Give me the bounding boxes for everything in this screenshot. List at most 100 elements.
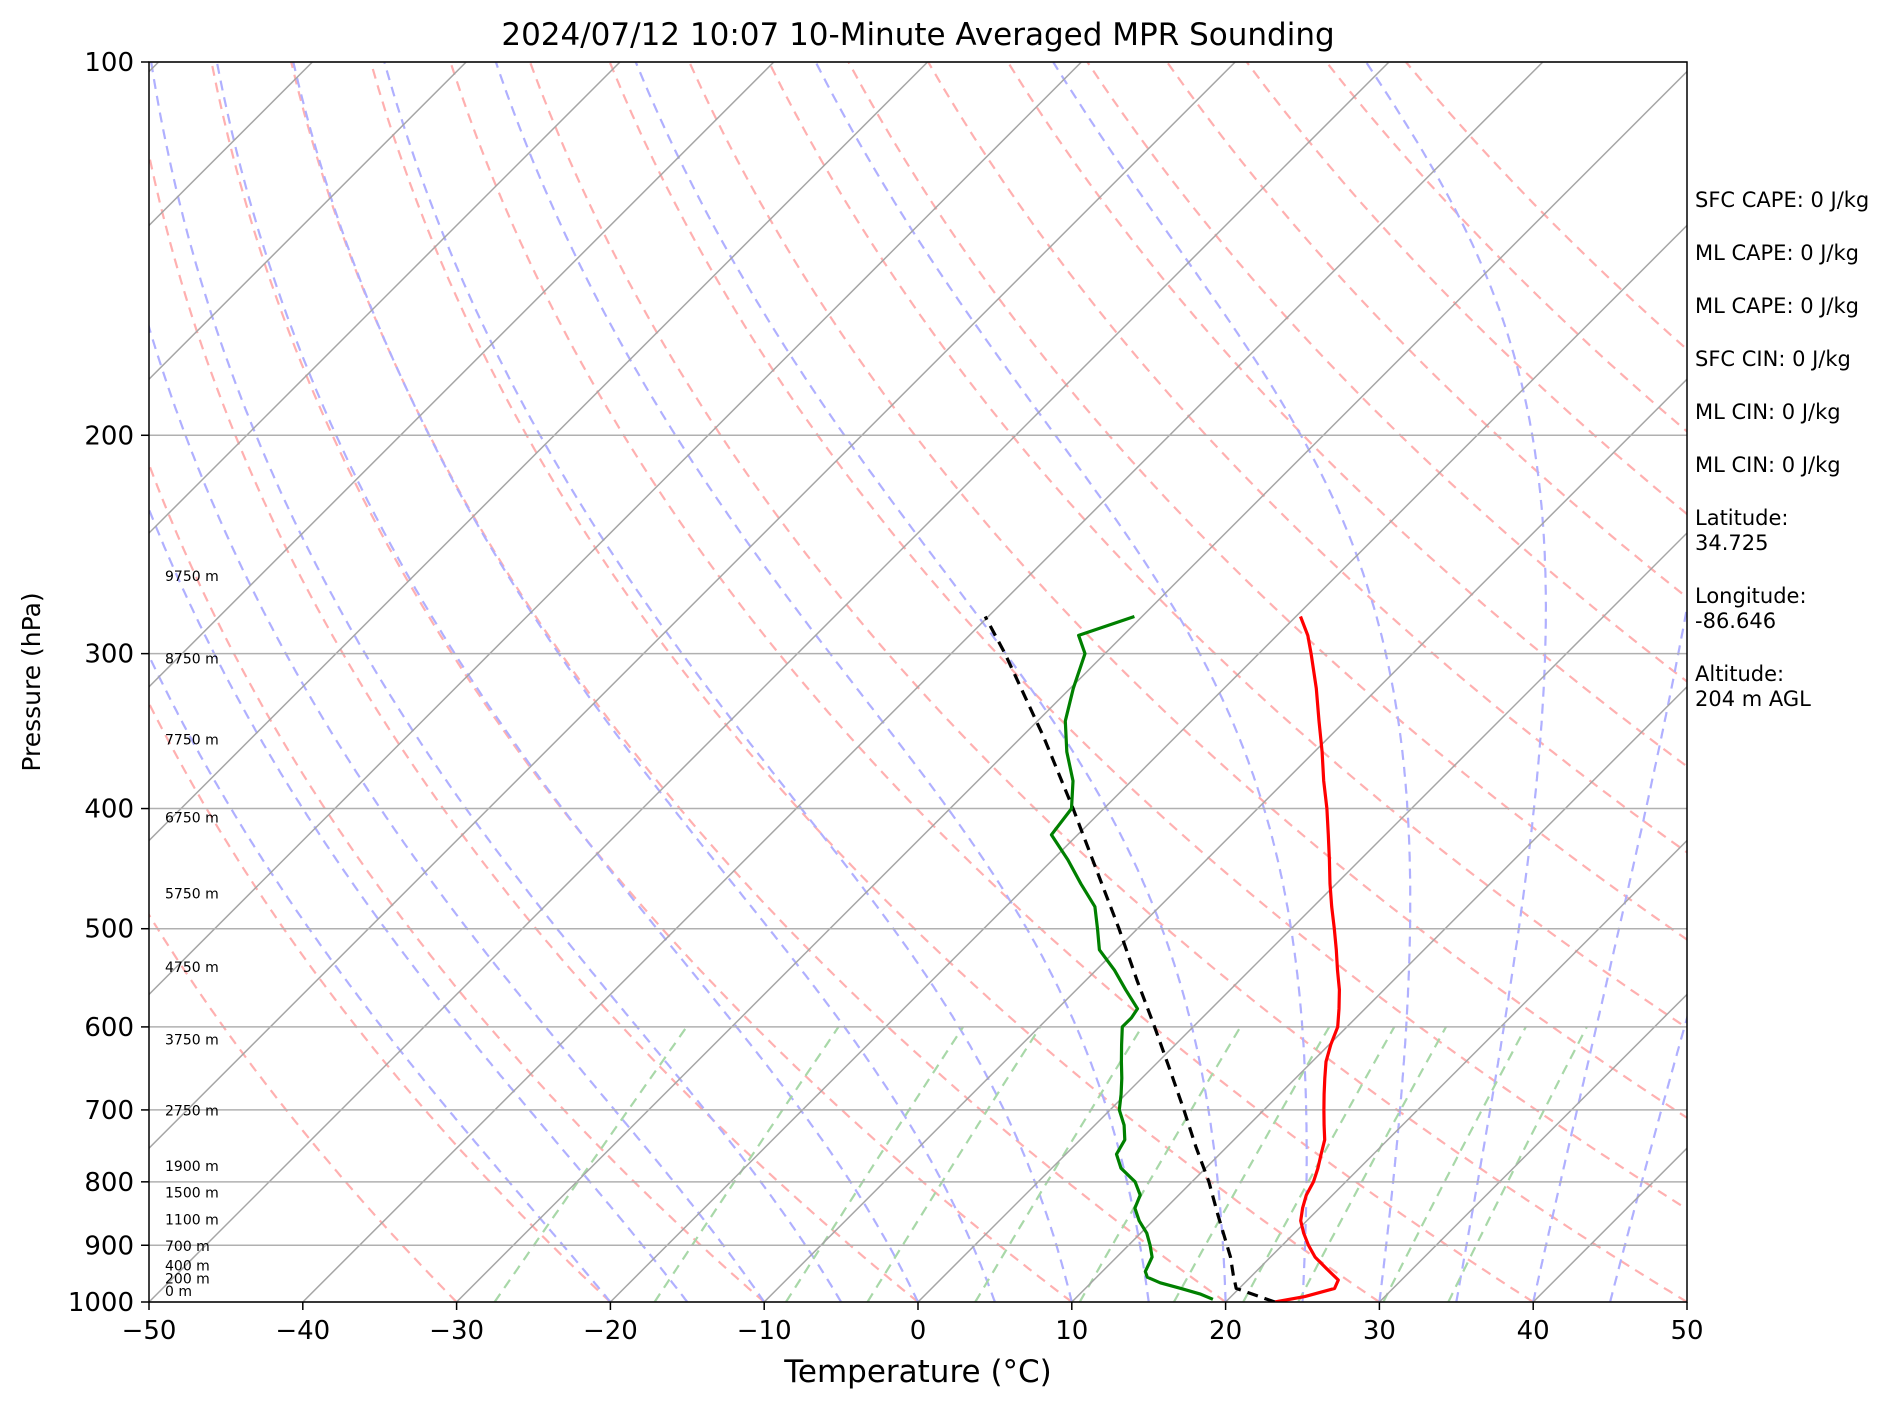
x-tick-label: 30 xyxy=(1363,1316,1396,1346)
info-ml-cape-2: ML CAPE: 0 J/kg xyxy=(1695,294,1860,318)
isotherm xyxy=(1071,685,1687,1302)
y-tick-label: 600 xyxy=(84,1013,134,1043)
info-sfc-cape: SFC CAPE: 0 J/kg xyxy=(1695,188,1870,212)
isotherm xyxy=(149,62,621,535)
series-line-0 xyxy=(1274,615,1341,1302)
height-label: 3750 m xyxy=(165,1033,219,1049)
mixing-ratio-line xyxy=(1382,1026,1527,1302)
moist-adiabat xyxy=(150,62,843,1302)
moist-adiabat xyxy=(149,323,766,1302)
y-tick-label: 300 xyxy=(84,640,134,670)
isotherm xyxy=(609,224,1687,1302)
isotherm xyxy=(0,62,5,1302)
dry-adiabat xyxy=(449,62,1534,1302)
height-label: 7750 m xyxy=(165,732,219,748)
y-tick-label: 900 xyxy=(84,1231,134,1261)
moist-adiabat xyxy=(1532,601,1687,1302)
x-tick-label: 10 xyxy=(1055,1316,1088,1346)
x-tick-label: −10 xyxy=(737,1316,792,1346)
isotherm xyxy=(1225,839,1687,1302)
moist-adiabat xyxy=(634,62,1227,1302)
isotherm xyxy=(149,62,1390,1302)
isotherm xyxy=(149,62,467,381)
height-label: 1100 m xyxy=(165,1213,219,1229)
moist-adiabat xyxy=(1365,62,1547,1302)
info-ml-cin: ML CIN: 0 J/kg xyxy=(1695,400,1841,424)
y-axis-label: Pressure (hPa) xyxy=(17,592,46,771)
dry-adiabat xyxy=(149,461,765,1302)
x-tick-label: 0 xyxy=(910,1316,927,1346)
moist-adiabat xyxy=(494,62,1150,1302)
moist-adiabat xyxy=(1609,1014,1687,1302)
dry-adiabat xyxy=(1006,62,1687,768)
plot-frame xyxy=(148,61,1688,1303)
dry-adiabat xyxy=(210,62,1073,1302)
dry-adiabat xyxy=(1086,62,1687,683)
x-tick-label: −40 xyxy=(275,1316,330,1346)
moist-adiabat xyxy=(149,653,612,1302)
height-label: 6750 m xyxy=(165,810,219,826)
mixing-ratio-line xyxy=(653,1026,840,1302)
info-ml-cin-2: ML CIN: 0 J/kg xyxy=(1695,453,1841,477)
background-lines xyxy=(0,62,1687,1302)
sounding-series xyxy=(983,614,1341,1302)
mixing-ratio-line xyxy=(493,1026,688,1302)
height-label: 5750 m xyxy=(165,886,219,902)
dry-adiabat xyxy=(1166,62,1687,599)
y-tick-label: 700 xyxy=(84,1096,134,1126)
y-tick-label: 500 xyxy=(84,915,134,945)
dry-adiabat xyxy=(149,149,919,1302)
height-label: 1500 m xyxy=(165,1186,219,1202)
y-tick-label: 1000 xyxy=(68,1288,134,1318)
dry-adiabat xyxy=(528,62,1687,1302)
moist-adiabat xyxy=(383,62,1073,1302)
dry-adiabat xyxy=(149,912,458,1302)
moist-adiabat xyxy=(149,506,689,1302)
height-label: 8750 m xyxy=(165,652,219,668)
height-label: 700 m xyxy=(165,1239,210,1255)
isotherm xyxy=(149,62,313,227)
sounding-info-panel: SFC CAPE: 0 J/kg ML CAPE: 0 J/kg ML CAPE… xyxy=(1695,188,1885,740)
height-label: 1900 m xyxy=(165,1159,219,1175)
x-tick-label: −50 xyxy=(122,1316,177,1346)
y-tick-label: 100 xyxy=(84,48,134,78)
isotherm xyxy=(763,378,1687,1302)
x-tick-label: 20 xyxy=(1209,1316,1242,1346)
chart-title: 2024/07/12 10:07 10-Minute Averaged MPR … xyxy=(501,17,1334,53)
isotherm xyxy=(149,62,1236,1150)
isotherm xyxy=(917,531,1687,1302)
height-label: 2750 m xyxy=(165,1103,219,1119)
info-altitude: Altitude: 204 m AGL xyxy=(1695,662,1811,711)
dry-adiabat xyxy=(927,62,1687,854)
mixing-ratio-line xyxy=(974,1026,1143,1302)
mixing-ratio-line xyxy=(1297,1026,1447,1302)
info-longitude: Longitude: -86.646 xyxy=(1695,584,1807,633)
series-line-2 xyxy=(1049,614,1214,1301)
isotherm xyxy=(302,62,1544,1302)
dry-adiabat xyxy=(688,62,1687,1120)
moist-adiabat xyxy=(292,62,996,1302)
y-axis-ticks: 100 200 300 400 500 600 700 800 900 1000 xyxy=(68,48,149,1318)
x-axis-ticks: −50 −40 −30 −20 −10 0 10 20 30 40 50 xyxy=(122,1302,1704,1346)
x-tick-label: −30 xyxy=(429,1316,484,1346)
height-label: 0 m xyxy=(165,1284,192,1300)
height-label: 9750 m xyxy=(165,569,219,585)
isotherm xyxy=(1378,993,1687,1302)
dry-adiabat xyxy=(149,700,612,1302)
isotherm xyxy=(149,62,929,842)
x-tick-label: 50 xyxy=(1670,1316,1703,1346)
x-tick-label: 40 xyxy=(1517,1316,1550,1346)
info-ml-cape: ML CAPE: 0 J/kg xyxy=(1695,241,1860,265)
dry-adiabat xyxy=(608,62,1687,1211)
height-label: 4750 m xyxy=(165,960,219,976)
y-tick-label: 800 xyxy=(84,1168,134,1198)
x-axis-label: Temperature (°C) xyxy=(783,1354,1052,1390)
moist-adiabat xyxy=(814,62,1308,1302)
moist-adiabat xyxy=(215,62,920,1302)
height-label: 400 m xyxy=(165,1259,210,1275)
info-latitude: Latitude: 34.725 xyxy=(1695,506,1789,555)
isotherm xyxy=(149,62,775,688)
series-line-1 xyxy=(983,615,1276,1302)
